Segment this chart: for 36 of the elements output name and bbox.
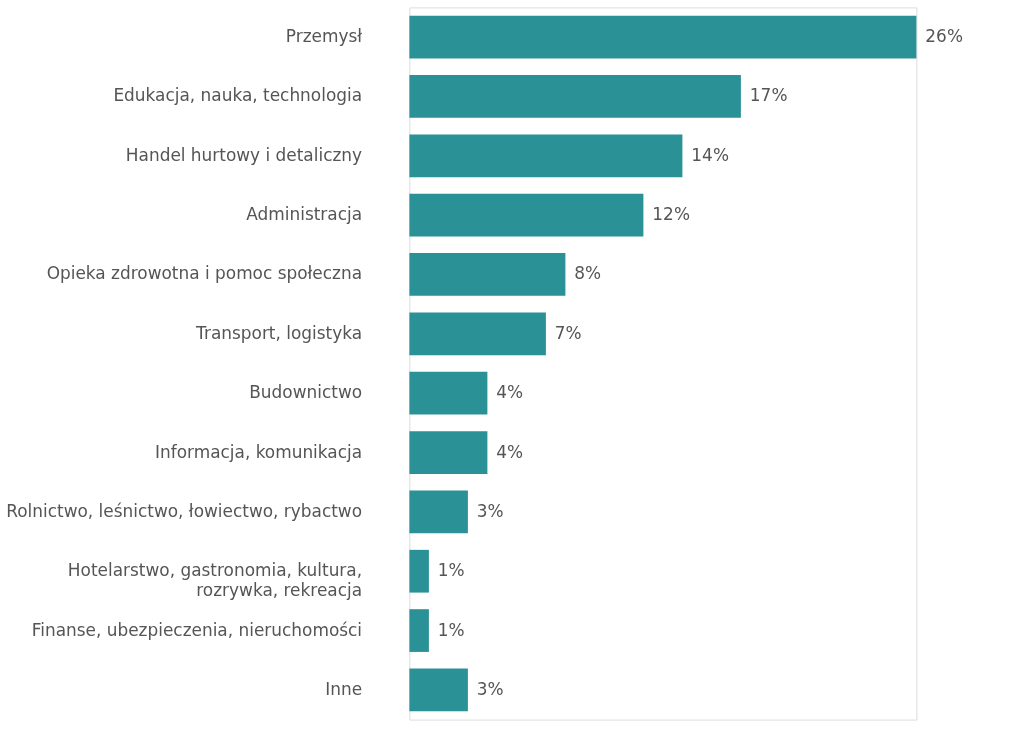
data-label: 1%: [437, 560, 465, 581]
bar: [409, 75, 741, 118]
data-label: 4%: [496, 382, 524, 403]
bar: [409, 134, 683, 178]
y-tick-label: Rolnictwo, leśnictwo, łowiectwo, rybactwo: [6, 500, 363, 521]
y-tick-label: Przemysł: [285, 26, 363, 47]
bar: [409, 193, 644, 237]
data-label: 4%: [496, 441, 524, 462]
data-label: 12%: [652, 204, 690, 225]
bar: [409, 609, 429, 652]
data-label: 3%: [476, 678, 504, 699]
data-label: 3%: [476, 500, 504, 521]
bar: [409, 253, 566, 296]
bar: [409, 312, 546, 356]
data-label: 7%: [554, 322, 582, 343]
y-tick-label: Informacja, komunikacja: [154, 441, 363, 462]
data-label: 1%: [437, 619, 465, 640]
y-tick-label: Inne: [325, 678, 363, 699]
data-label: 14%: [691, 144, 729, 165]
y-tick-label: Edukacja, nauka, technologia: [113, 85, 363, 106]
bar: [409, 431, 488, 474]
y-tick-label: Budownictwo: [249, 382, 363, 403]
bar: [409, 668, 468, 712]
data-label: 17%: [749, 85, 788, 106]
bar: [409, 371, 488, 415]
y-tick-label: Administracja: [246, 204, 363, 225]
bar: [409, 490, 468, 534]
y-tick-label: Handel hurtowy i detaliczny: [125, 144, 363, 165]
bar: [409, 549, 429, 593]
bar: [409, 15, 917, 59]
y-tick-label: Hotelarstwo, gastronomia, kultura, rozrywka, rekreacja: [67, 560, 363, 601]
data-label: 8%: [574, 263, 602, 284]
data-label: 26%: [925, 26, 963, 47]
y-tick-label: Transport, logistyka: [195, 322, 363, 343]
y-tick-label: Finanse, ubezpieczenia, nieruchomości: [31, 619, 363, 640]
y-tick-label: Opieka zdrowotna i pomoc społeczna: [46, 263, 363, 284]
